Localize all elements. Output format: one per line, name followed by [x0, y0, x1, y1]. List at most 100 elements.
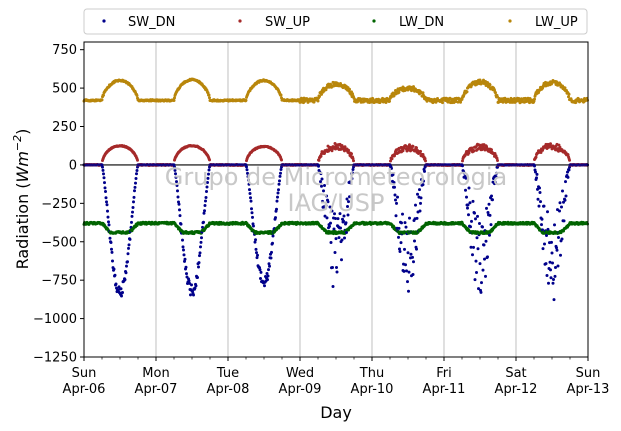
point-sw-dn [480, 281, 483, 285]
point-lw-up [244, 98, 248, 102]
point-sw-dn [549, 276, 553, 280]
point-sw-up [568, 158, 571, 162]
point-sw-dn [253, 240, 257, 244]
x-tick-label-date: Apr-07 [135, 382, 178, 397]
point-sw-dn [279, 171, 282, 175]
point-sw-dn [131, 205, 135, 209]
point-sw-dn [394, 214, 398, 218]
point-sw-dn [474, 217, 477, 221]
point-sw-dn [481, 268, 485, 272]
point-sw-dn [319, 172, 323, 176]
point-sw-dn [254, 238, 257, 242]
point-sw-up [419, 149, 422, 153]
point-lw-up [465, 90, 469, 94]
point-sw-up [411, 144, 415, 148]
point-sw-dn [110, 250, 114, 254]
point-sw-dn [331, 266, 334, 270]
point-lw-up [348, 87, 351, 91]
point-sw-dn [256, 253, 259, 257]
point-sw-dn [403, 221, 407, 225]
point-sw-dn [120, 294, 123, 298]
x-tick-label-day: Sun [72, 366, 97, 381]
point-sw-up [496, 159, 499, 163]
point-lw-up [320, 92, 323, 96]
point-sw-dn [544, 262, 548, 266]
point-lw-up [488, 83, 492, 87]
point-sw-dn [567, 168, 571, 172]
point-sw-dn [403, 247, 406, 251]
point-sw-dn [174, 172, 177, 176]
point-sw-dn [547, 281, 550, 285]
point-sw-dn [133, 185, 137, 189]
point-sw-dn [407, 270, 411, 274]
x-tick-label-date: Apr-08 [207, 382, 250, 397]
point-sw-dn [419, 201, 422, 205]
watermark-line-1: Grupo de Micrometeorologia [165, 163, 507, 191]
point-sw-dn [484, 239, 488, 243]
point-sw-dn [200, 236, 203, 240]
point-sw-dn [551, 261, 554, 265]
point-sw-dn [562, 219, 566, 223]
point-sw-dn [325, 194, 328, 198]
point-sw-dn [472, 245, 475, 249]
point-sw-dn [321, 199, 324, 203]
point-sw-dn [279, 168, 283, 172]
point-sw-dn [274, 216, 277, 220]
point-sw-dn [134, 181, 137, 185]
point-sw-dn [108, 236, 112, 240]
legend-marker-sw-up [238, 19, 242, 23]
y-axis-label-exponent: −2 [11, 135, 24, 151]
point-sw-up [319, 154, 323, 158]
point-lw-up [172, 98, 176, 102]
point-sw-up [136, 158, 139, 162]
point-sw-dn [488, 233, 491, 237]
point-sw-dn [277, 188, 280, 192]
point-sw-dn [278, 179, 281, 183]
point-sw-dn [102, 172, 105, 176]
point-lw-up [388, 99, 391, 103]
point-sw-dn [207, 168, 211, 172]
point-sw-dn [130, 220, 133, 224]
y-tick-label: −750 [41, 274, 77, 289]
point-sw-dn [394, 198, 397, 202]
point-sw-dn [105, 200, 108, 204]
point-sw-dn [199, 240, 203, 244]
point-sw-dn [181, 238, 184, 242]
point-sw-dn [333, 251, 337, 254]
point-sw-up [347, 148, 350, 152]
point-sw-dn [542, 204, 546, 208]
point-sw-dn [250, 207, 253, 211]
point-sw-dn [475, 270, 478, 274]
point-sw-dn [552, 298, 556, 302]
point-lw-up [567, 92, 571, 96]
point-sw-dn [178, 214, 182, 218]
point-sw-dn [131, 210, 134, 214]
point-sw-dn [271, 241, 274, 245]
point-lw-up [316, 99, 320, 103]
point-sw-up [404, 144, 408, 148]
point-sw-dn [207, 172, 210, 176]
point-sw-dn [485, 206, 488, 210]
point-sw-dn [179, 222, 183, 226]
point-sw-dn [173, 168, 177, 172]
point-sw-dn [275, 207, 278, 211]
point-sw-dn [415, 216, 419, 220]
point-sw-dn [488, 213, 492, 217]
point-sw-dn [487, 202, 491, 206]
point-sw-dn [259, 277, 262, 280]
point-sw-dn [176, 189, 179, 193]
point-sw-dn [535, 172, 539, 176]
point-sw-up [280, 158, 283, 162]
point-sw-dn [337, 236, 341, 240]
point-sw-dn [270, 250, 273, 254]
point-sw-dn [539, 200, 542, 204]
point-sw-dn [335, 265, 338, 269]
x-tick-label-day: Mon [142, 366, 169, 381]
point-sw-dn [175, 180, 178, 184]
x-tick-label-day: Fri [436, 366, 452, 381]
point-sw-dn [320, 184, 323, 188]
point-sw-dn [249, 199, 253, 203]
point-sw-dn [396, 195, 399, 199]
point-sw-dn [559, 253, 562, 257]
point-sw-dn [205, 189, 208, 193]
